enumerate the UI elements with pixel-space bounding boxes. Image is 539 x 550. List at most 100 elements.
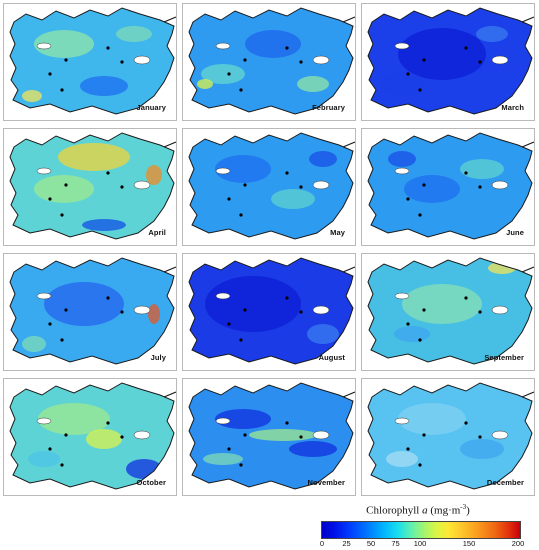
sampling-station-marker — [406, 322, 410, 326]
colorbar-tick: 100 — [413, 539, 427, 548]
sampling-station-marker — [60, 213, 64, 217]
concentration-patch — [402, 284, 482, 324]
concentration-patch — [386, 451, 418, 467]
month-label: December — [486, 478, 524, 487]
sampling-station-marker — [422, 433, 426, 437]
sampling-station-marker — [64, 433, 68, 437]
concentration-patch — [518, 262, 526, 270]
sampling-station-marker — [120, 435, 124, 439]
colorbar-legend: Chlorophyll a (mg·m-3) 0 25 50 75 100 15… — [318, 503, 530, 548]
sampling-station-marker — [464, 171, 468, 175]
concentration-patch — [394, 326, 430, 342]
concentration-patch — [148, 304, 160, 324]
concentration-patch — [22, 90, 42, 102]
sampling-station-marker — [478, 435, 482, 439]
island — [394, 417, 410, 425]
concentration-patch — [215, 155, 271, 183]
sampling-station-marker — [418, 213, 422, 217]
sampling-station-marker — [239, 338, 243, 342]
chlorophyll-map — [367, 7, 534, 115]
month-label: July — [150, 353, 166, 362]
island — [491, 430, 509, 440]
chlorophyll-map — [9, 257, 176, 365]
month-label: September — [484, 353, 524, 362]
concentration-patch — [215, 409, 271, 429]
concentration-patch — [460, 439, 504, 459]
sampling-station-marker — [60, 88, 64, 92]
concentration-patch — [201, 64, 245, 84]
sampling-station-marker — [285, 296, 289, 300]
sampling-station-marker — [285, 421, 289, 425]
month-label: June — [506, 228, 524, 237]
lake-outline — [9, 382, 175, 490]
sampling-station-marker — [227, 72, 231, 76]
map-panel-january: January — [3, 3, 177, 121]
sampling-station-marker — [227, 447, 231, 451]
month-label: April — [148, 228, 166, 237]
lake-outline — [188, 257, 354, 365]
island — [491, 180, 509, 190]
island — [133, 305, 151, 315]
concentration-patch — [380, 72, 424, 96]
sampling-station-marker — [299, 310, 303, 314]
chlorophyll-map — [9, 7, 176, 115]
island — [36, 167, 52, 175]
map-panel-april: April — [3, 128, 177, 246]
concentration-patch — [398, 403, 466, 435]
island — [215, 292, 231, 300]
lake-outline — [188, 382, 354, 490]
sampling-station-marker — [64, 183, 68, 187]
concentration-patch — [245, 30, 301, 58]
island — [394, 42, 410, 50]
month-label: February — [312, 103, 345, 112]
colorbar-tick: 25 — [342, 539, 351, 548]
monthly-maps-grid: January February March April May June Ju… — [3, 3, 536, 497]
sampling-station-marker — [406, 447, 410, 451]
island — [133, 55, 151, 65]
outlet-channel — [342, 141, 355, 148]
sampling-station-marker — [239, 88, 243, 92]
sampling-station-marker — [464, 46, 468, 50]
sampling-station-marker — [464, 421, 468, 425]
map-panel-may: May — [182, 128, 356, 246]
sampling-station-marker — [60, 463, 64, 467]
island — [36, 292, 52, 300]
sampling-station-marker — [106, 46, 110, 50]
concentration-patch — [249, 429, 317, 441]
month-label: March — [501, 103, 524, 112]
sampling-station-marker — [406, 197, 410, 201]
sampling-station-marker — [422, 308, 426, 312]
island — [215, 167, 231, 175]
chlorophyll-map — [367, 132, 534, 240]
outlet-channel — [521, 391, 534, 398]
outlet-channel — [342, 266, 355, 273]
sampling-station-marker — [48, 447, 52, 451]
outlet-channel — [163, 141, 176, 148]
chlorophyll-map — [188, 382, 355, 490]
legend-title-variable: a — [422, 504, 428, 517]
chlorophyll-map — [9, 382, 176, 490]
colorbar-tick: 200 — [511, 539, 525, 548]
concentration-patch — [460, 159, 504, 179]
outlet-channel — [342, 16, 355, 23]
concentration-patch — [82, 219, 126, 231]
sampling-station-marker — [464, 296, 468, 300]
sampling-station-marker — [64, 58, 68, 62]
legend-title-units: (mg·m — [427, 504, 461, 517]
sampling-station-marker — [120, 310, 124, 314]
outlet-channel — [521, 266, 534, 273]
colorbar-tick: 75 — [391, 539, 400, 548]
island — [312, 180, 330, 190]
concentration-patch — [205, 276, 301, 332]
map-panel-august: August — [182, 253, 356, 371]
sampling-station-marker — [48, 72, 52, 76]
concentration-patch — [34, 30, 94, 58]
concentration-patch — [297, 76, 329, 92]
chlorophyll-map — [188, 132, 355, 240]
sampling-station-marker — [406, 72, 410, 76]
month-label: May — [330, 228, 345, 237]
chlorophyll-map — [367, 382, 534, 490]
island — [133, 430, 151, 440]
concentration-patch — [58, 143, 130, 171]
outlet-channel — [163, 266, 176, 273]
